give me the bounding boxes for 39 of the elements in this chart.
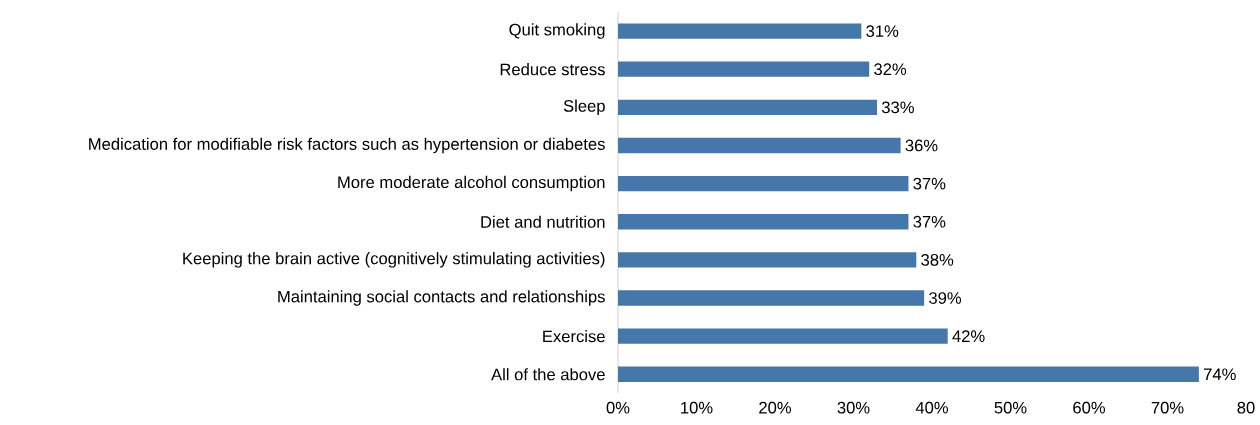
y-tick-label: Reduce stress [500,62,605,76]
bar [618,366,1199,382]
data-label: 36% [905,139,938,152]
bar [618,23,862,39]
data-label: 31% [866,25,899,37]
data-label: 33% [881,101,914,114]
y-tick-label: Sleep [563,99,605,115]
y-tick-label: Keeping the brain active (cognitively stimulating activities) [183,251,605,268]
bar [618,175,909,192]
x-tick-label: 70% [1151,401,1184,414]
x-tick-label: 20% [759,401,792,414]
data-label: 39% [929,291,962,304]
x-tick-label: 10% [681,401,713,414]
data-label: 37% [913,177,946,190]
bar [618,99,878,115]
y-tick-label: Maintaining social contacts and relationships [278,290,605,306]
bar [618,328,948,344]
bar [618,137,901,153]
data-label: 32% [874,63,907,75]
y-tick-label: All of the above [491,368,605,381]
x-tick-label: 0% [606,401,630,414]
bar [618,61,870,77]
y-tick-label: Medication for modifiable risk factors such as hypertension or diabetes [89,137,605,154]
bar [618,252,917,268]
data-label: 38% [921,253,954,266]
y-tick-label: Diet and nutrition [481,215,605,228]
bar [618,213,909,230]
data-label: 74% [1204,368,1236,380]
data-label: 37% [913,215,946,228]
y-tick-label: Quit smoking [509,23,605,39]
x-tick-label: 80 [1237,401,1255,414]
y-tick-label: Exercise [543,329,605,343]
data-label: 42% [952,330,985,342]
x-tick-label: 60% [1073,401,1106,414]
x-tick-label: 50% [994,401,1027,414]
y-tick-label: More moderate alcohol consumption [338,175,605,192]
x-tick-label: 40% [915,401,949,414]
x-tick-label: 30% [837,401,870,414]
bar [618,290,925,306]
